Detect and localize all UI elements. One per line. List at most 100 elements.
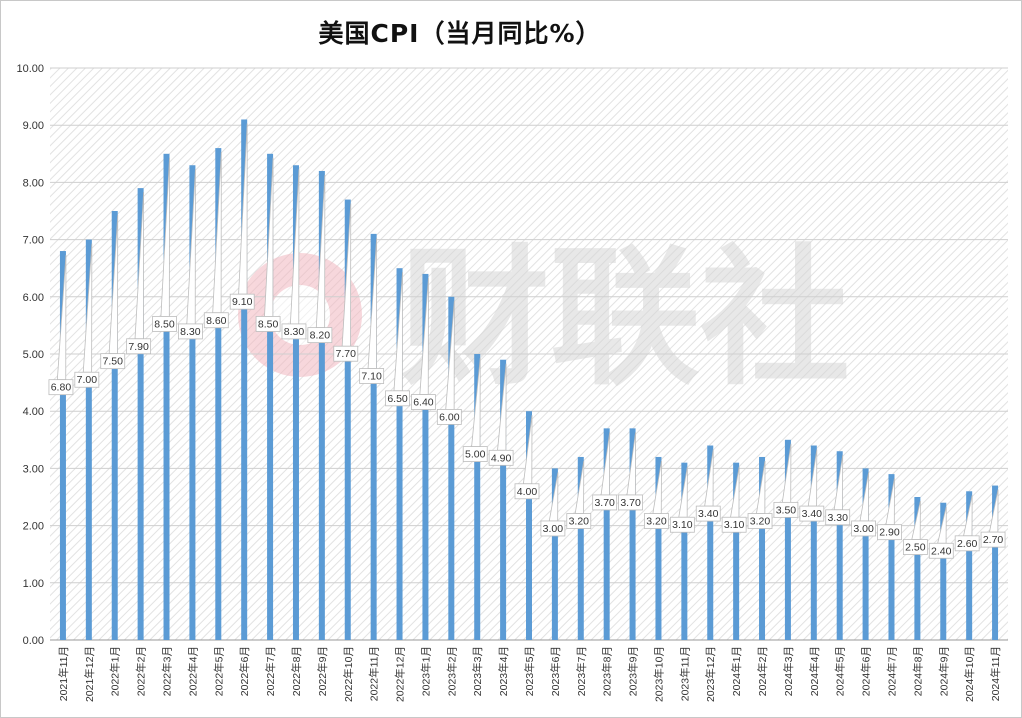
x-tick-label: 2022年8月	[290, 646, 303, 696]
data-label: 7.10	[361, 371, 382, 383]
bar	[500, 359, 507, 640]
data-label: 3.30	[827, 512, 848, 524]
data-label-box	[773, 501, 799, 518]
x-tick-label: 2022年7月	[264, 646, 277, 696]
data-label-box	[462, 446, 488, 463]
bar	[966, 491, 973, 640]
data-label-box	[644, 513, 669, 529]
bar	[189, 165, 196, 641]
data-label: 3.40	[698, 508, 719, 520]
bar	[992, 485, 999, 640]
x-tick-label: 2022年6月	[238, 646, 251, 696]
bar	[267, 153, 274, 641]
data-label: 3.50	[776, 504, 797, 516]
data-label: 4.90	[491, 452, 512, 464]
data-label: 8.50	[154, 318, 175, 330]
chart-title: 美国CPI（当月同比%）	[318, 19, 602, 48]
data-label: 9.10	[232, 296, 253, 308]
data-label-box	[669, 516, 695, 533]
x-tick-label: 2023年10月	[652, 646, 665, 702]
bar	[422, 273, 429, 640]
bar	[940, 502, 947, 640]
data-label: 8.30	[180, 326, 201, 338]
x-tick-label: 2023年11月	[678, 646, 691, 701]
bar	[318, 170, 325, 640]
y-tick-label: 3.00	[23, 463, 44, 475]
data-label: 3.70	[620, 497, 641, 509]
x-tick-label: 2021年11月	[57, 646, 70, 701]
data-label-box	[695, 505, 721, 522]
bar	[577, 456, 584, 640]
watermark-text: 财联社	[400, 232, 850, 406]
data-label-box	[411, 394, 436, 410]
data-label-box	[721, 516, 747, 533]
bar	[448, 296, 455, 640]
data-label: 2.90	[879, 527, 900, 539]
data-label-box	[877, 524, 902, 541]
x-tick-label: 2023年9月	[627, 646, 640, 696]
bar	[655, 456, 662, 640]
bar	[474, 354, 481, 640]
data-label: 8.30	[284, 326, 305, 338]
data-label: 3.70	[594, 497, 615, 509]
x-tick-label: 2023年6月	[549, 646, 562, 696]
x-tick-label: 2024年6月	[860, 646, 873, 696]
bar	[85, 239, 92, 640]
bar	[603, 428, 610, 640]
bar	[137, 188, 144, 640]
bar	[862, 468, 869, 640]
bar	[629, 428, 636, 640]
x-tick-label: 2023年7月	[575, 646, 588, 696]
x-tick-label: 2021年12月	[83, 646, 96, 702]
data-label: 7.70	[336, 348, 357, 360]
y-tick-label: 1.00	[23, 578, 44, 590]
x-tick-label: 2022年9月	[316, 646, 329, 696]
data-label: 5.00	[465, 449, 486, 461]
data-label-box	[747, 513, 773, 529]
x-tick-label: 2022年1月	[109, 646, 122, 696]
data-label: 3.10	[672, 519, 693, 531]
x-tick-label: 2023年12月	[704, 646, 717, 702]
bar	[681, 462, 688, 640]
x-tick-label: 2024年10月	[963, 646, 976, 702]
data-label: 4.00	[517, 486, 538, 498]
data-label-box	[980, 531, 1006, 548]
data-label-box	[74, 371, 100, 388]
bar	[784, 439, 791, 640]
y-tick-label: 10.00	[16, 63, 44, 75]
x-tick-label: 2022年11月	[368, 646, 381, 701]
bar	[111, 211, 118, 640]
data-label-box	[566, 513, 592, 529]
y-tick-label: 2.00	[23, 521, 44, 533]
x-tick-label: 2024年5月	[834, 646, 847, 696]
bar	[888, 474, 895, 640]
data-label-box	[100, 353, 126, 370]
x-tick-label: 2024年11月	[989, 646, 1002, 701]
x-tick-label: 2022年10月	[342, 646, 355, 702]
x-tick-label: 2024年8月	[911, 646, 924, 696]
data-label: 6.80	[51, 382, 72, 394]
data-label-box	[385, 390, 410, 407]
x-tick-label: 2023年5月	[523, 646, 536, 696]
y-tick-label: 4.00	[23, 406, 44, 418]
x-tick-label: 2023年4月	[497, 646, 510, 696]
bar	[733, 462, 740, 640]
data-label-box	[229, 293, 255, 310]
y-tick-label: 7.00	[23, 235, 44, 247]
data-label-box	[799, 505, 825, 522]
x-tick-label: 2023年2月	[445, 646, 458, 696]
data-label: 7.90	[128, 341, 149, 353]
data-label-box	[618, 494, 643, 511]
x-tick-label: 2022年5月	[212, 646, 225, 696]
data-label: 2.50	[905, 542, 926, 554]
data-label-box	[954, 535, 980, 552]
bar	[163, 153, 170, 641]
data-label: 7.00	[77, 374, 98, 386]
x-tick-label: 2024年3月	[782, 646, 795, 696]
data-label-box	[514, 483, 540, 500]
y-tick-label: 8.00	[23, 177, 44, 189]
data-label-box	[178, 323, 203, 340]
data-label-box	[48, 379, 74, 396]
data-label-box	[359, 368, 385, 384]
